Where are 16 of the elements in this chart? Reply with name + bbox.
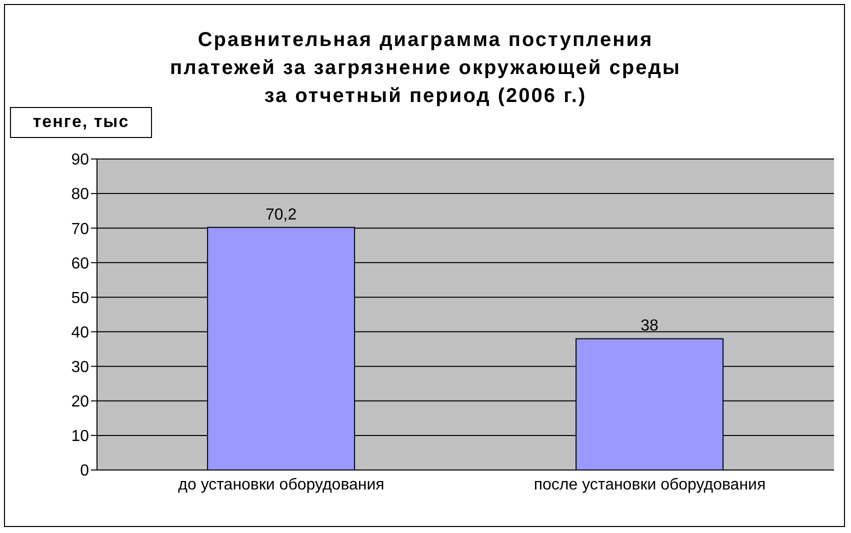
data-label: 70,2 (265, 206, 297, 224)
y-tick-label: 20 (71, 394, 90, 411)
x-tick-label: до установки оборудования (178, 476, 384, 494)
chart-title: Сравнительная диаграмма поступления платежей за загрязнение окружающей среды за отчетный период (2006 г.) (168, 28, 682, 109)
y-tick-label: 90 (71, 152, 90, 169)
data-label: 38 (640, 318, 659, 335)
y-tick-label: 0 (80, 462, 90, 480)
y-tick-label: 40 (71, 324, 90, 342)
y-tick-label: 70 (71, 220, 90, 238)
y-tick-label: 60 (71, 255, 90, 272)
y-tick-label: 30 (71, 359, 90, 376)
x-tick-label: после установки оборудования (534, 476, 766, 494)
y-tick-label: 50 (71, 290, 90, 307)
y-axis-title: тенге, тыс (10, 107, 152, 138)
y-tick-label: 80 (71, 186, 90, 204)
y-tick-label: 10 (71, 428, 90, 446)
